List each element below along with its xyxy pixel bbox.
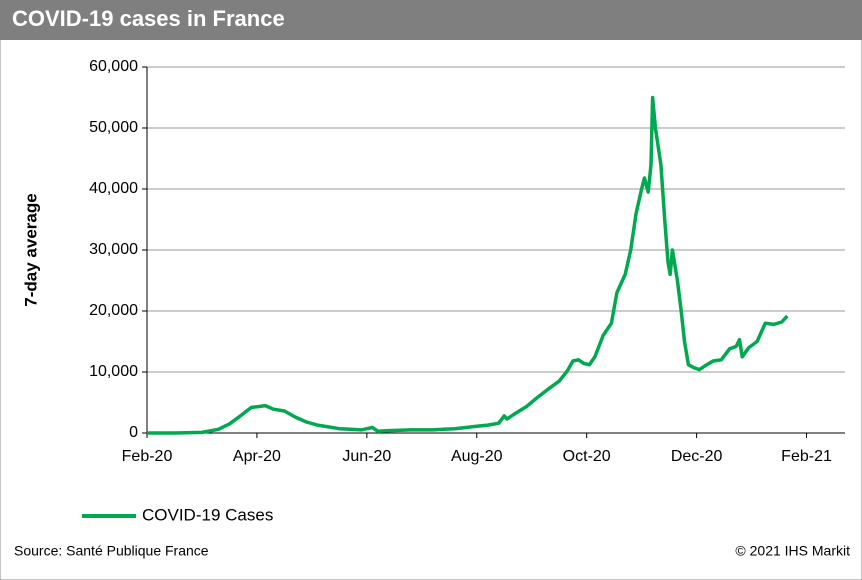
y-tick-label: 20,000 bbox=[89, 302, 138, 319]
x-tick-label: Feb-20 bbox=[122, 448, 173, 465]
y-tick-label: 50,000 bbox=[89, 119, 138, 136]
x-tick-label: Oct-20 bbox=[563, 448, 611, 465]
x-tick-label: Dec-20 bbox=[671, 448, 723, 465]
y-tick-label: 30,000 bbox=[89, 241, 138, 258]
y-tick-label: 0 bbox=[129, 424, 138, 441]
x-tick-label: Jun-20 bbox=[342, 448, 391, 465]
legend-label: COVID-19 Cases bbox=[142, 505, 273, 524]
y-tick-label: 10,000 bbox=[89, 363, 138, 380]
line-series bbox=[147, 95, 789, 435]
x-tick-label: Apr-20 bbox=[233, 448, 281, 465]
y-tick-label: 40,000 bbox=[89, 180, 138, 197]
source: Source: Santé Publique France bbox=[14, 543, 209, 559]
y-tick-label: 60,000 bbox=[89, 58, 138, 75]
chart-title: COVID-19 cases in France bbox=[12, 6, 285, 31]
copyright: © 2021 IHS Markit bbox=[735, 543, 850, 559]
header-bar bbox=[0, 0, 862, 40]
y-axis-label: 7-day average bbox=[21, 193, 40, 306]
x-tick-label: Aug-20 bbox=[451, 448, 503, 465]
x-tick-label: Feb-21 bbox=[781, 448, 832, 465]
